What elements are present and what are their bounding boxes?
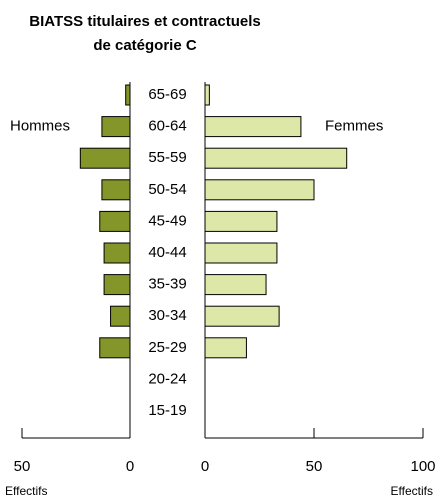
bar	[110, 305, 131, 327]
bar	[101, 179, 131, 201]
bar	[204, 179, 315, 201]
category-label: 25-29	[148, 339, 186, 356]
bar	[204, 305, 280, 327]
category-label: 15-19	[148, 402, 186, 419]
bar	[204, 84, 210, 106]
x-axis-label: Effectifs	[5, 484, 47, 498]
bar	[101, 116, 131, 138]
x-tick-label: 0	[201, 458, 209, 475]
x-tick-label: 50	[14, 458, 31, 475]
category-label: 40-44	[148, 244, 186, 261]
x-tick-label: 0	[126, 458, 134, 475]
category-label: 20-24	[148, 370, 186, 387]
legend-label: Hommes	[10, 118, 70, 135]
bar	[204, 147, 348, 169]
bar	[79, 147, 131, 169]
x-axis-label: Effectifs	[391, 484, 433, 498]
category-label: 50-54	[148, 181, 186, 198]
category-label: 60-64	[148, 118, 186, 135]
bar	[204, 242, 278, 264]
category-label: 45-49	[148, 212, 186, 229]
category-label: 30-34	[148, 307, 186, 324]
x-tick-label: 50	[306, 458, 323, 475]
bar	[204, 116, 302, 138]
bar	[103, 242, 131, 264]
bar	[103, 274, 131, 296]
category-label: 35-39	[148, 276, 186, 293]
category-label: 65-69	[148, 86, 186, 103]
bar	[125, 84, 131, 106]
legend-label: Femmes	[325, 118, 383, 135]
bar	[204, 210, 278, 232]
chart-title: de catégorie C	[93, 37, 197, 54]
category-label: 55-59	[148, 149, 186, 166]
chart-title: BIATSS titulaires et contractuels	[29, 13, 260, 30]
x-tick-label: 100	[410, 458, 435, 475]
bar	[99, 337, 131, 359]
bar	[204, 337, 247, 359]
bar	[204, 274, 267, 296]
bar	[99, 210, 131, 232]
